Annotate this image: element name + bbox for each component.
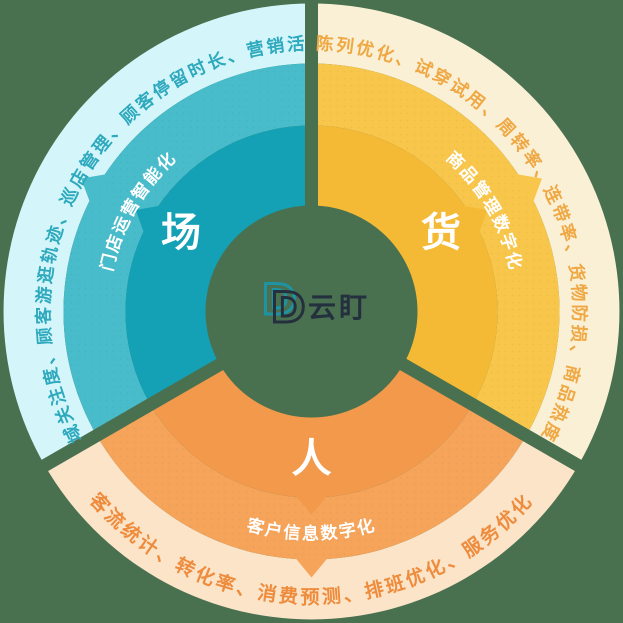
ren-inner-arrow [294,493,329,515]
huo-outer-ring [311,3,620,466]
yunding-logo: D D 云盯 [260,274,370,334]
ren-mid-texture [96,404,527,560]
sector-separators [34,0,589,476]
center-hole [205,205,418,418]
chang-big-label: 场 [161,210,201,256]
separator-bottom-right [391,353,589,476]
chang-outer-arrow [81,173,109,205]
huo-inner-arrow [460,205,488,236]
logo-d-mark-front-icon: D [271,283,306,332]
chang-outer-ring [3,3,312,466]
huo-mid-texture [311,63,560,436]
ren-big-label: 人 [292,436,332,482]
chang-mid-texture [63,63,312,436]
ren-outer-arrow [293,555,330,578]
ren-outer-ring [44,435,579,620]
separator-bottom-left [34,353,232,476]
logo-d-mark-back-icon: D [262,275,297,324]
huo-outer-arrow [514,173,542,205]
huo-big-label: 货 [421,210,461,256]
logo-wordmark: 云盯 [308,291,370,324]
chang-inner-arrow [135,205,163,236]
